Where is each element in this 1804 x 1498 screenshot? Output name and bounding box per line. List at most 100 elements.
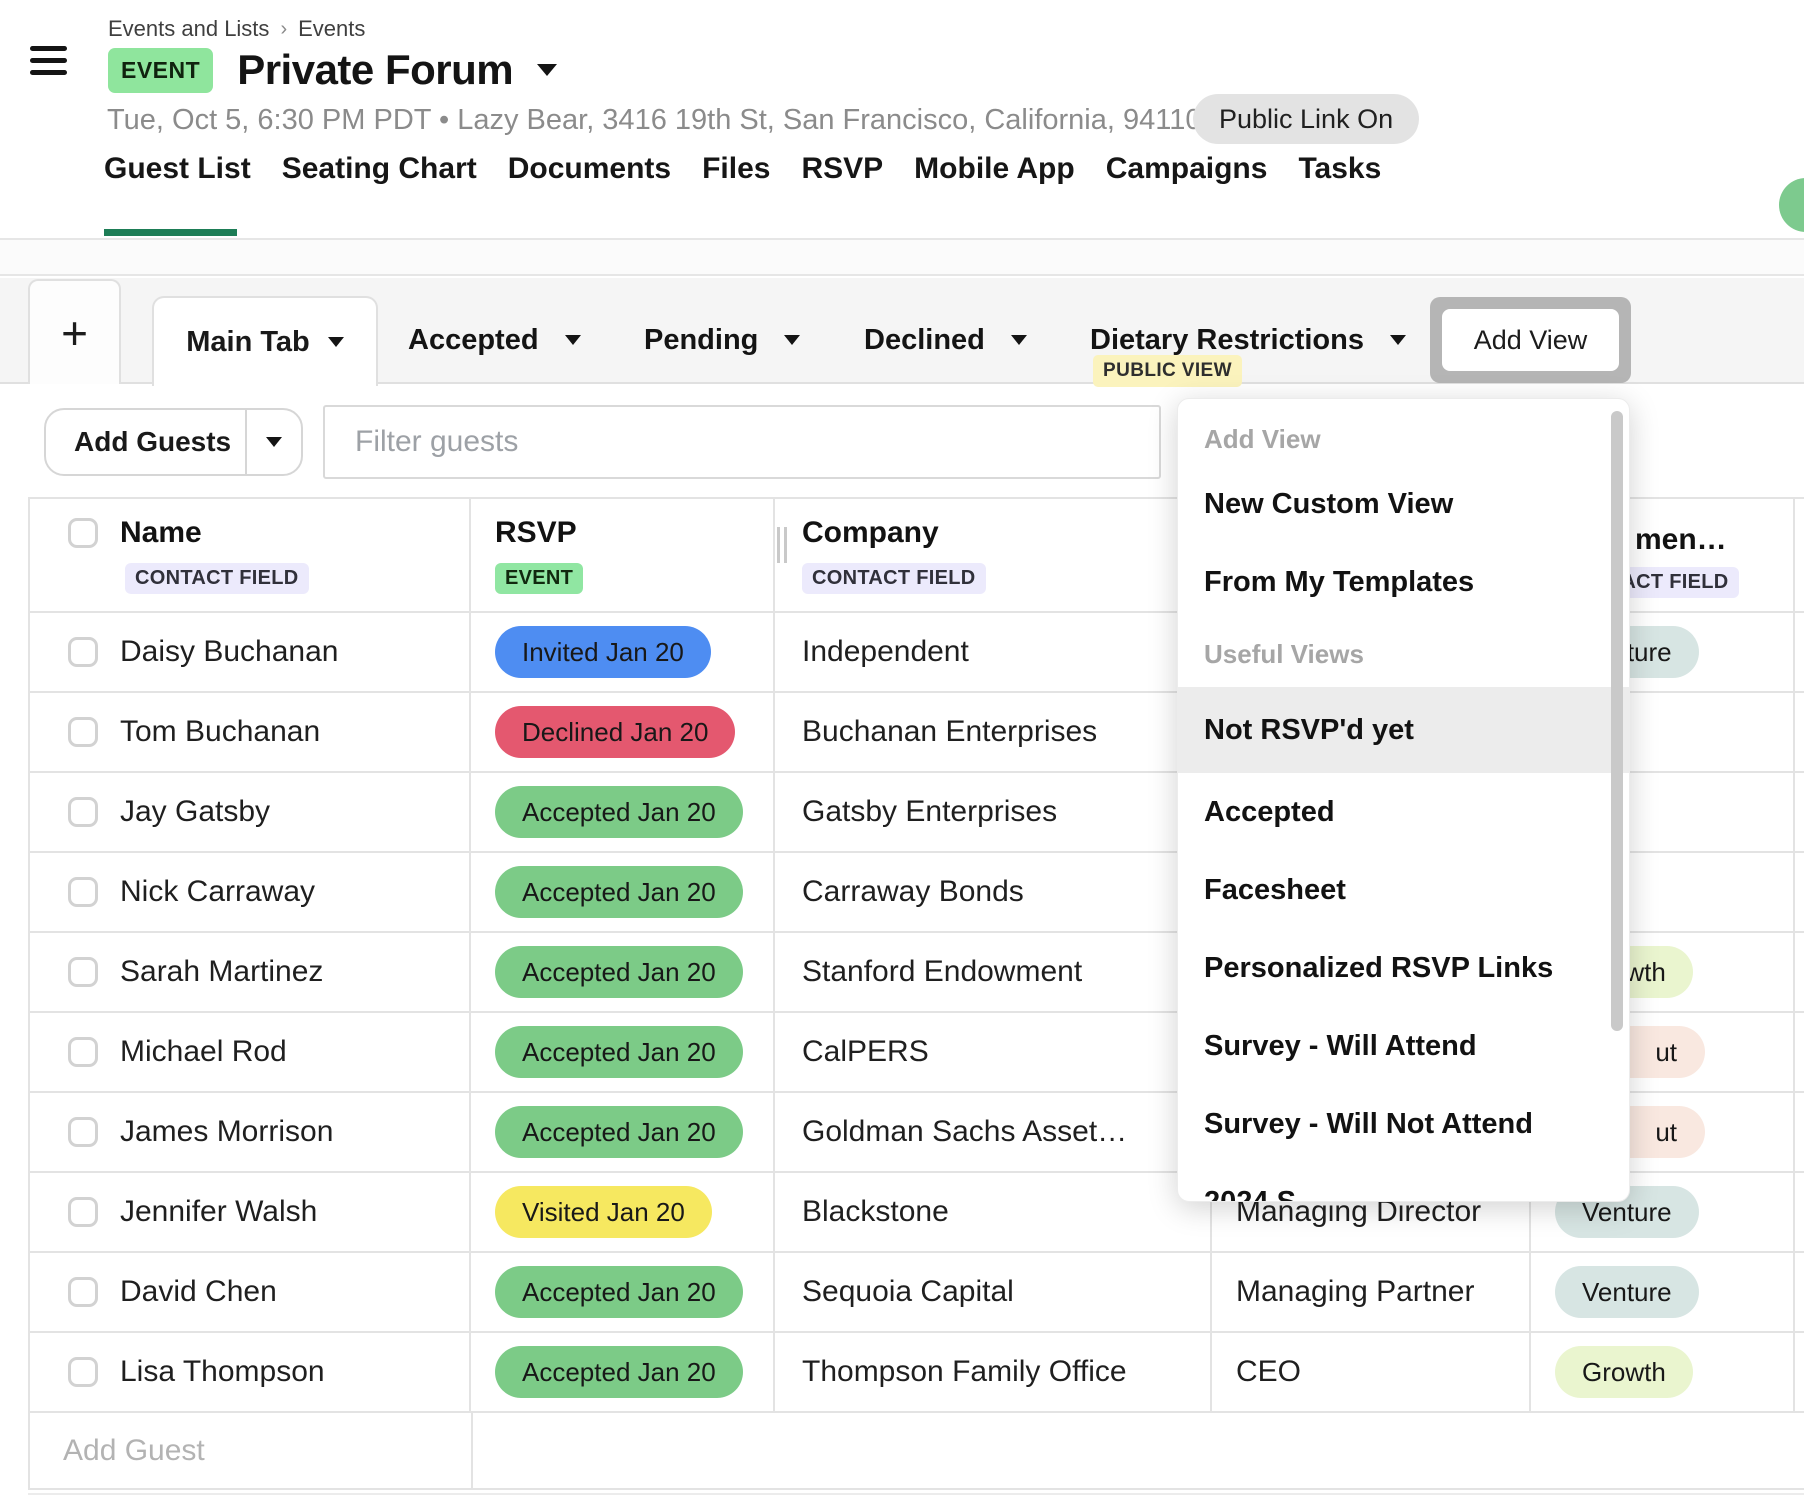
guest-name: Lisa Thompson	[120, 1355, 325, 1388]
row-checkbox[interactable]	[68, 1117, 98, 1147]
menu-item[interactable]: From My Templates	[1204, 565, 1475, 598]
company-value: Carraway Bonds	[802, 875, 1024, 908]
tab-tasks[interactable]: Tasks	[1298, 152, 1382, 185]
row-checkbox[interactable]	[68, 1357, 98, 1387]
table-row: Nick Carraway Accepted Jan 20 Carraway B…	[30, 853, 1804, 933]
row-checkbox[interactable]	[68, 957, 98, 987]
hamburger-menu-icon[interactable]	[30, 46, 67, 82]
table-row: Lisa Thompson Accepted Jan 20 Thompson F…	[30, 1333, 1804, 1413]
tab-documents[interactable]: Documents	[507, 152, 672, 185]
add-guests-button[interactable]: Add Guests	[44, 408, 303, 476]
breadcrumb-events-and-lists[interactable]: Events and Lists	[108, 16, 270, 41]
row-checkbox[interactable]	[68, 1277, 98, 1307]
guest-name: David Chen	[120, 1275, 277, 1308]
add-view-button[interactable]: Add View	[1430, 297, 1631, 383]
row-checkbox[interactable]	[68, 797, 98, 827]
tab-mobile-app[interactable]: Mobile App	[914, 152, 1075, 185]
public-link-status-badge[interactable]: Public Link On	[1193, 94, 1420, 144]
dietary-tab-caret-icon[interactable]	[1390, 335, 1406, 345]
event-datetime-location: Tue, Oct 5, 6:30 PM PDT • Lazy Bear, 341…	[107, 104, 1202, 136]
rsvp-status-pill[interactable]: Accepted Jan 20	[495, 1026, 743, 1078]
menu-section-label: Add View	[1204, 423, 1321, 454]
add-view-menu-list: Add View New Custom View From My Templat…	[1178, 413, 1629, 1202]
pending-tab-caret-icon[interactable]	[784, 335, 801, 345]
declined-tab-caret-icon[interactable]	[1010, 335, 1027, 345]
view-tab-accepted[interactable]: Accepted	[408, 296, 581, 384]
title-dropdown-caret-icon[interactable]	[537, 64, 558, 76]
breadcrumb: Events and Lists › Events	[108, 16, 365, 42]
title-value: Managing Partner	[1236, 1275, 1475, 1308]
guest-name: Nick Carraway	[120, 875, 316, 908]
view-tab-dietary-restrictions[interactable]: Dietary Restrictions	[1090, 296, 1406, 384]
menu-item[interactable]: Accepted	[1204, 795, 1335, 828]
guest-table: Name CONTACT FIELD RSVP EVENT Company CO…	[28, 497, 1804, 1490]
filter-guests-input[interactable]	[323, 405, 1161, 479]
menu-item[interactable]: Not RSVP'd yet	[1178, 687, 1629, 773]
menu-item[interactable]: New Custom View	[1204, 487, 1454, 520]
row-checkbox[interactable]	[68, 637, 98, 667]
column-header-company[interactable]: Company	[802, 516, 939, 549]
row-checkbox[interactable]	[68, 1037, 98, 1067]
public-view-badge: PUBLIC VIEW	[1093, 355, 1242, 387]
stage-pill[interactable]: Venture	[1555, 1266, 1699, 1318]
tab-guest-list[interactable]: Guest List	[104, 152, 251, 185]
view-tab-main[interactable]: Main Tab	[152, 296, 378, 386]
event-type-badge: EVENT	[108, 47, 214, 93]
company-value: Stanford Endowment	[802, 955, 1083, 988]
breadcrumb-events[interactable]: Events	[298, 16, 366, 41]
title-value: CEO	[1236, 1355, 1302, 1388]
nav-divider	[0, 238, 1804, 240]
row-checkbox[interactable]	[68, 717, 98, 747]
guest-name: Jay Gatsby	[120, 795, 271, 828]
tab-seating-chart[interactable]: Seating Chart	[281, 152, 477, 185]
company-value: Sequoia Capital	[802, 1275, 1014, 1308]
stage-pill[interactable]: Venture	[1555, 1186, 1699, 1238]
guest-name: Sarah Martinez	[120, 955, 324, 988]
company-value: Blackstone	[802, 1195, 949, 1228]
menu-item[interactable]: 2024 S	[1204, 1185, 1296, 1202]
rsvp-status-pill[interactable]: Visited Jan 20	[495, 1186, 712, 1238]
rsvp-status-pill[interactable]: Declined Jan 20	[495, 706, 736, 758]
stage-pill[interactable]: Growth	[1555, 1346, 1693, 1398]
row-checkbox[interactable]	[68, 877, 98, 907]
company-value: Independent	[802, 635, 969, 668]
rsvp-status-pill[interactable]: Accepted Jan 20	[495, 1266, 743, 1318]
company-value: CalPERS	[802, 1035, 929, 1068]
row-checkbox[interactable]	[68, 1197, 98, 1227]
rsvp-status-pill[interactable]: Accepted Jan 20	[495, 866, 743, 918]
column-header-name[interactable]: Name	[120, 516, 202, 549]
column-header-stage-truncated[interactable]: men…	[1635, 523, 1727, 556]
menu-item[interactable]: Personalized RSVP Links	[1204, 951, 1554, 984]
column-header-rsvp[interactable]: RSVP	[495, 516, 577, 549]
select-all-checkbox[interactable]	[68, 518, 98, 548]
chat-fab-button[interactable]	[1779, 178, 1804, 232]
company-value: Buchanan Enterprises	[802, 715, 1098, 748]
menu-item[interactable]: Survey - Will Not Attend	[1204, 1107, 1533, 1140]
tab-rsvp[interactable]: RSVP	[801, 152, 884, 185]
guest-name: James Morrison	[120, 1115, 334, 1148]
add-guests-caret-icon[interactable]	[247, 410, 301, 474]
view-tab-declined[interactable]: Declined	[864, 296, 1027, 384]
menu-item[interactable]: Survey - Will Attend	[1204, 1029, 1477, 1062]
tab-campaigns[interactable]: Campaigns	[1105, 152, 1268, 185]
add-guest-row[interactable]: Add Guest	[30, 1413, 1804, 1490]
main-tab-caret-icon[interactable]	[327, 337, 344, 347]
table-row: David Chen Accepted Jan 20 Sequoia Capit…	[30, 1253, 1804, 1333]
column-resize-handle[interactable]	[777, 527, 787, 563]
add-view-tab-button[interactable]: +	[28, 279, 121, 384]
menu-item[interactable]: Facesheet	[1204, 873, 1346, 906]
page-title: Private Forum	[237, 46, 514, 93]
dropdown-scrollbar[interactable]	[1611, 411, 1623, 1031]
main-nav: Guest List Seating Chart Documents Files…	[104, 152, 1381, 186]
view-tab-pending[interactable]: Pending	[644, 296, 801, 384]
rsvp-status-pill[interactable]: Accepted Jan 20	[495, 946, 743, 998]
guest-name: Daisy Buchanan	[120, 635, 339, 668]
guest-name: Tom Buchanan	[120, 715, 321, 748]
rsvp-status-pill[interactable]: Accepted Jan 20	[495, 1346, 743, 1398]
accepted-tab-caret-icon[interactable]	[564, 335, 581, 345]
rsvp-status-pill[interactable]: Accepted Jan 20	[495, 786, 743, 838]
name-field-type-badge: CONTACT FIELD	[125, 563, 309, 594]
tab-files[interactable]: Files	[702, 152, 771, 185]
rsvp-status-pill[interactable]: Invited Jan 20	[495, 626, 711, 678]
rsvp-status-pill[interactable]: Accepted Jan 20	[495, 1106, 743, 1158]
